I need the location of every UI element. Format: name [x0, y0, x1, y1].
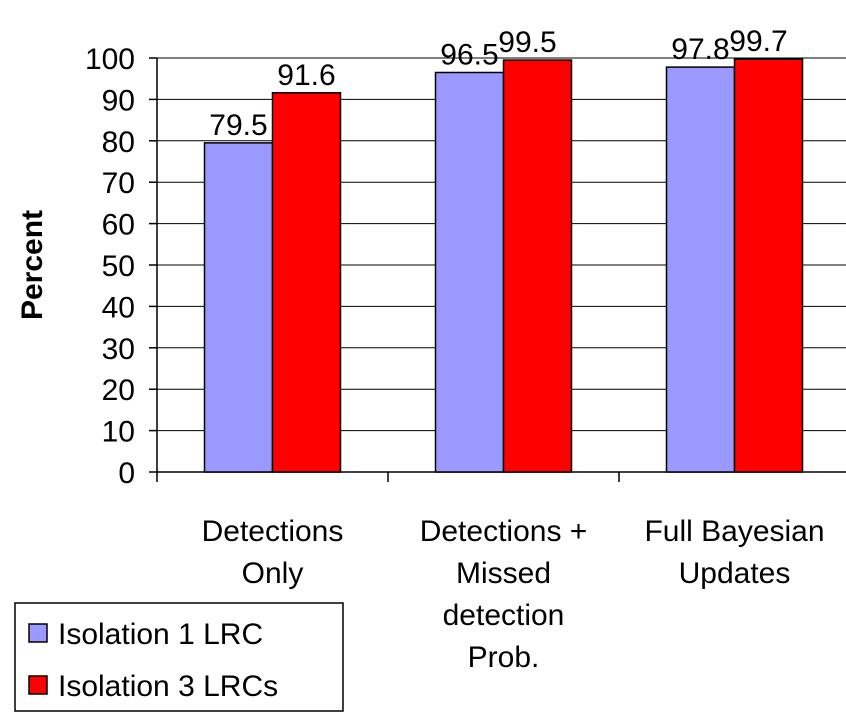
bar-1-2: [733, 58, 804, 473]
bars: [203, 58, 804, 473]
legend-box: [14, 602, 344, 712]
data-label-1-0: 91.6: [277, 59, 335, 92]
y-tick-label: 90: [102, 84, 135, 117]
bar-1-0: [271, 92, 342, 473]
legend-swatch-isolation-3-lrcs: [28, 675, 48, 695]
legend-swatch-isolation-1-lrc: [28, 623, 48, 643]
data-label-0-2: 97.8: [671, 33, 729, 66]
legend-label-isolation-3-lrcs: Isolation 3 LRCs: [58, 670, 278, 703]
bar-0-1: [434, 71, 505, 473]
data-labels: 79.5 96.5 97.8 91.6 99.5 99.7: [209, 25, 787, 142]
y-tick-label: 0: [118, 457, 135, 490]
category-labels: Detections Only Detections + Missed detectio…: [202, 515, 825, 674]
category-label-line: Full Bayesian: [644, 515, 824, 548]
data-label-0-1: 96.5: [440, 38, 498, 71]
y-tick-label: 60: [102, 209, 135, 242]
legend-label-isolation-1-lrc: Isolation 1 LRC: [58, 618, 263, 651]
data-label-1-1: 99.5: [498, 26, 556, 59]
bar-0-0: [203, 142, 274, 473]
data-label-1-2: 99.7: [729, 25, 787, 58]
y-tick-label: 40: [102, 291, 135, 324]
category-label: Full Bayesian Updates: [644, 515, 824, 590]
legend: Isolation 1 LRC Isolation 3 LRCs: [14, 602, 344, 712]
y-axis-title: Percent: [16, 210, 49, 320]
bar-1-1: [502, 59, 573, 473]
axes: 0 10 20 30 40 50 60 70 80 90 100: [85, 43, 846, 490]
y-tick-label: 10: [102, 416, 135, 449]
y-tick-label: 30: [102, 333, 135, 366]
y-tick-label: 50: [102, 250, 135, 283]
category-label-line: detection: [443, 599, 565, 632]
category-label-line: Prob.: [468, 641, 540, 674]
category-label: Detections Only: [202, 515, 344, 590]
category-label-line: Missed: [456, 557, 551, 590]
category-label-line: Only: [242, 557, 304, 590]
category-label-line: Detections: [202, 515, 344, 548]
y-tick-label: 20: [102, 374, 135, 407]
category-label: Detections + Missed detection Prob.: [420, 515, 588, 674]
category-label-line: Detections +: [420, 515, 588, 548]
y-tick-label: 70: [102, 167, 135, 200]
data-label-0-0: 79.5: [209, 109, 267, 142]
bar-0-2: [665, 66, 736, 473]
y-tick-label: 100: [85, 43, 135, 76]
category-label-line: Updates: [679, 557, 791, 590]
y-tick-label: 80: [102, 126, 135, 159]
